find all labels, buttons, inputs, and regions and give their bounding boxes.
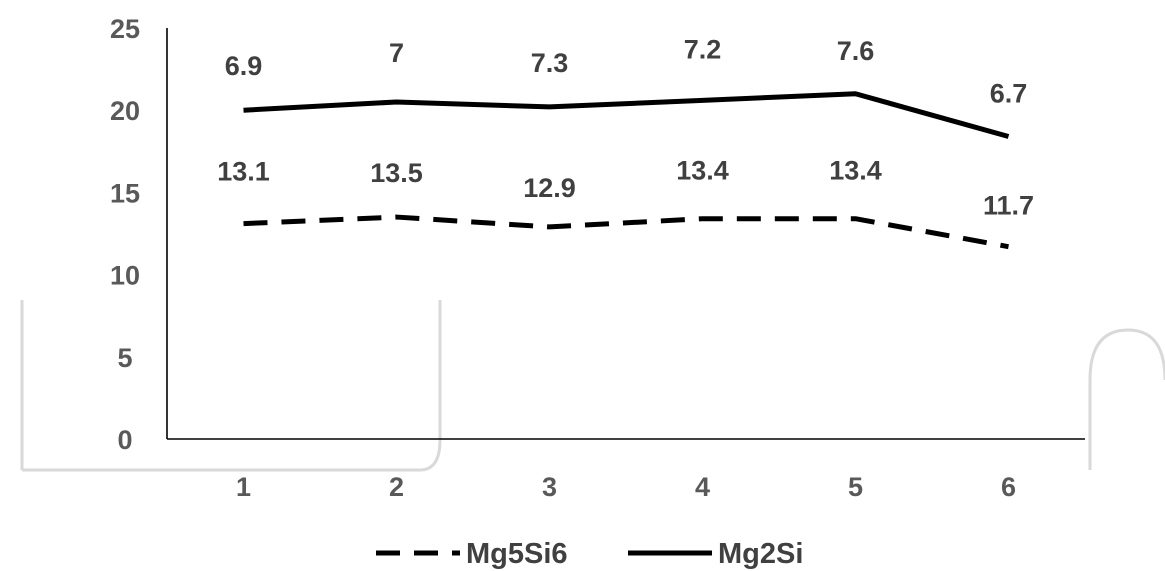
series-line-mg2si bbox=[243, 91, 1010, 139]
y-tick-label: 10 bbox=[110, 261, 140, 291]
y-tick-label: 0 bbox=[117, 425, 132, 455]
data-label: 6.9 bbox=[225, 51, 263, 81]
data-label: 13.4 bbox=[676, 156, 729, 186]
y-tick-label: 25 bbox=[110, 14, 140, 44]
data-label: 6.7 bbox=[990, 79, 1028, 109]
chart-axes bbox=[166, 28, 1085, 440]
y-tick-label: 15 bbox=[110, 178, 140, 208]
x-tick-label: 5 bbox=[848, 472, 863, 502]
x-axis-ticks: 1 2 3 4 5 6 bbox=[236, 472, 1016, 502]
y-tick-label: 20 bbox=[110, 96, 140, 126]
x-tick-label: 4 bbox=[695, 472, 710, 502]
data-label: 13.1 bbox=[217, 157, 270, 187]
y-tick-label: 5 bbox=[117, 343, 132, 373]
x-tick-label: 3 bbox=[542, 472, 557, 502]
data-label: 12.9 bbox=[523, 173, 576, 203]
x-tick-label: 2 bbox=[389, 472, 404, 502]
x-tick-label: 6 bbox=[1001, 472, 1016, 502]
data-label: 11.7 bbox=[983, 191, 1034, 221]
data-labels: 13.1 13.5 12.9 13.4 13.4 11.7 6.9 7 7.3 7.2 7.6 6.7 bbox=[217, 34, 1034, 220]
legend: Mg5Si6 Mg2Si bbox=[376, 538, 803, 570]
data-label: 7.3 bbox=[531, 48, 569, 78]
series-line-mg5si6 bbox=[243, 214, 1009, 250]
legend-label: Mg2Si bbox=[718, 538, 803, 570]
watermark-logo bbox=[20, 300, 1165, 472]
series-lines bbox=[243, 91, 1010, 250]
legend-label: Mg5Si6 bbox=[466, 538, 568, 570]
data-label: 13.4 bbox=[829, 156, 882, 186]
y-axis-ticks: 0 5 10 15 20 25 bbox=[110, 14, 140, 455]
x-tick-label: 1 bbox=[236, 472, 251, 502]
data-label: 7.6 bbox=[837, 36, 875, 66]
data-label: 7 bbox=[389, 38, 404, 68]
data-label: 13.5 bbox=[370, 158, 423, 188]
data-label: 7.2 bbox=[684, 34, 722, 64]
